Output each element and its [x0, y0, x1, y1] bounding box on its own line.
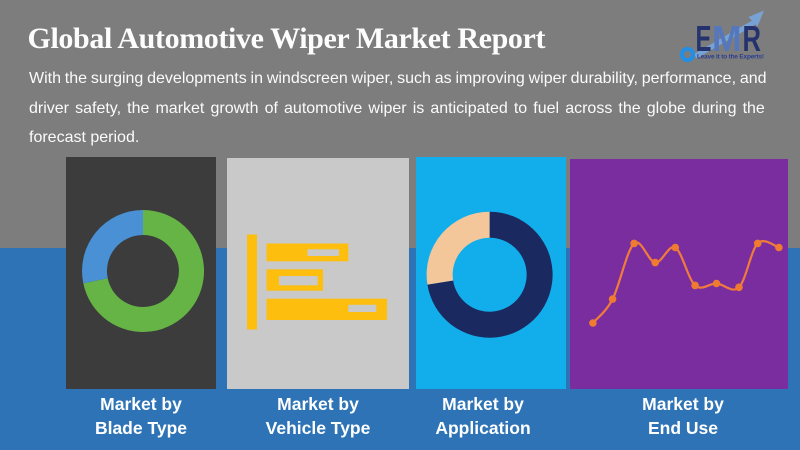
svg-text:Leave it to the Experts!: Leave it to the Experts! [697, 54, 764, 61]
svg-text:E: E [696, 18, 712, 59]
svg-text:R: R [743, 18, 762, 59]
svg-text:M: M [712, 18, 742, 59]
